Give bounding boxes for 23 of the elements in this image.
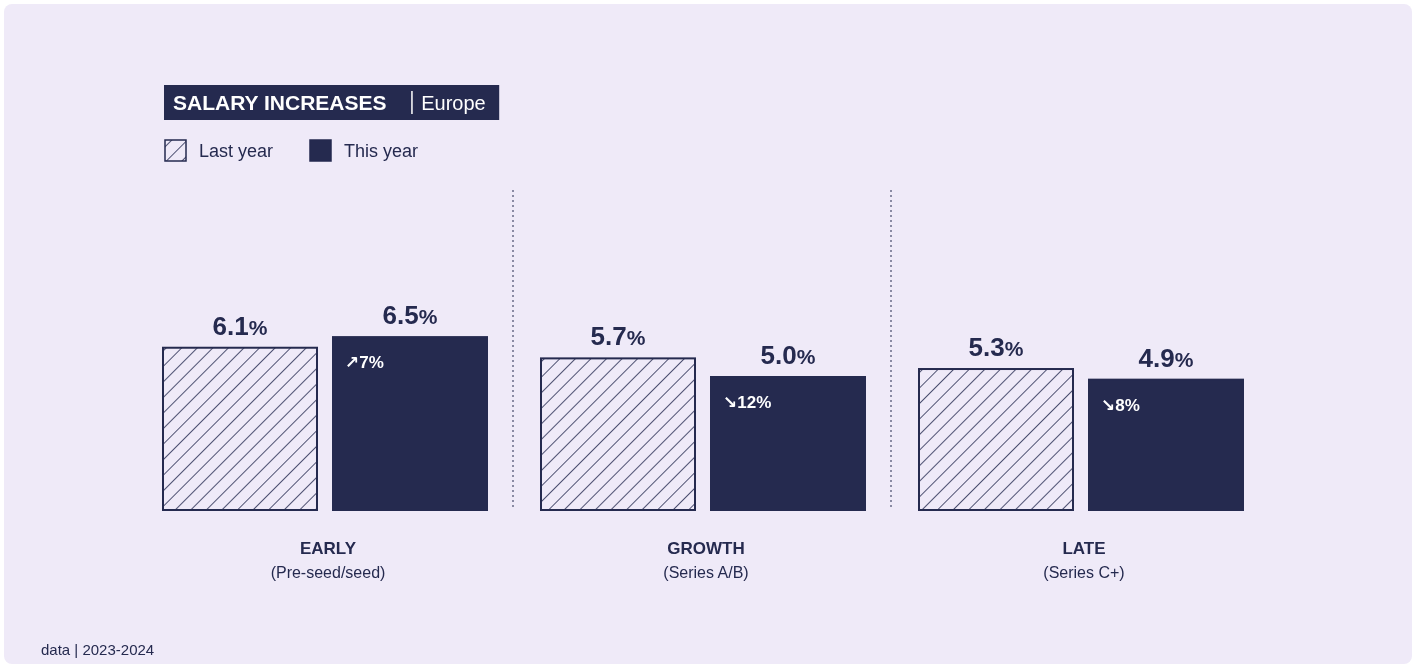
bar <box>540 357 696 511</box>
chart-subtitle: Europe <box>421 92 486 114</box>
data-label: 5.3% <box>968 332 1024 363</box>
data-label: 6.5% <box>382 300 438 331</box>
x-tick-label: EARLY (Pre-seed/seed) <box>270 539 386 581</box>
text: data | 2023-2024 <box>41 641 155 658</box>
annotation: ↘8% <box>1101 395 1140 415</box>
data-label: 5.7% <box>590 321 646 352</box>
annotation: ↗7% <box>345 353 384 373</box>
bar <box>1088 378 1244 511</box>
chart-title: SALARY INCREASES <box>173 91 387 114</box>
x-tick-label: GROWTH (Series A/B) <box>663 539 749 581</box>
x-tick-label: LATE (Series C+) <box>1043 539 1125 581</box>
bar <box>918 368 1074 511</box>
data-label: 6.1% <box>212 310 268 341</box>
bar <box>162 346 318 511</box>
bar <box>710 376 866 511</box>
data-label: 4.9% <box>1138 342 1194 373</box>
legend-label: Last year <box>199 141 274 161</box>
data-label: 5.0% <box>760 340 816 370</box>
bar <box>332 336 488 511</box>
legend-label: This year <box>344 141 419 161</box>
annotation: ↘12% <box>723 393 772 412</box>
